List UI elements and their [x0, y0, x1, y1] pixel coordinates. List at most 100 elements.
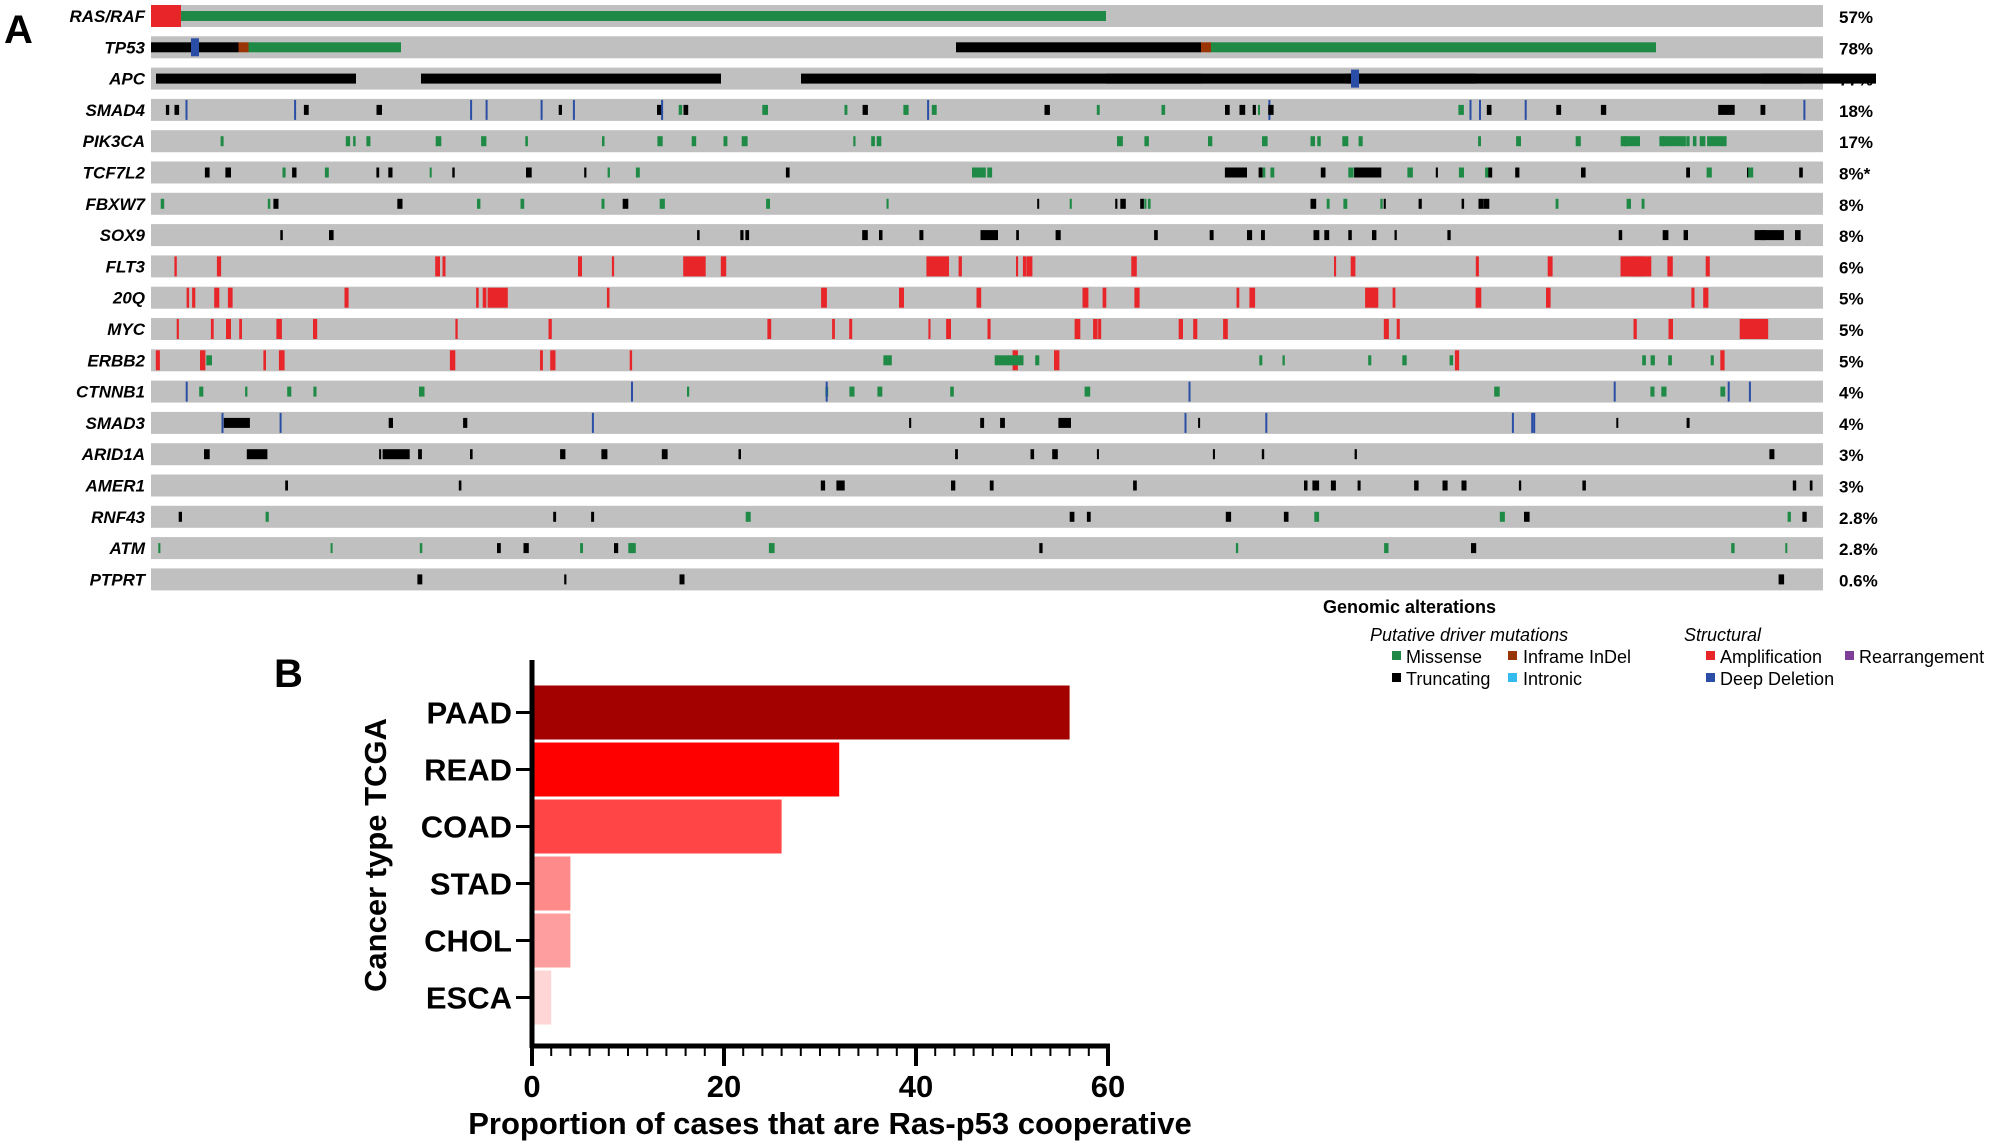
alteration-mark — [661, 449, 668, 460]
alteration-mark — [825, 381, 828, 402]
alteration-mark — [926, 256, 949, 277]
alteration-mark — [553, 511, 557, 522]
alteration-mark — [165, 104, 170, 115]
alteration-mark — [1235, 543, 1239, 554]
alteration-mark — [1016, 256, 1019, 277]
alteration-mark — [1372, 287, 1376, 308]
alteration-mark — [687, 386, 690, 397]
alteration-mark — [1516, 136, 1521, 147]
alteration-mark — [353, 136, 356, 147]
alteration-mark — [1201, 42, 1211, 53]
alteration-mark — [442, 256, 446, 277]
x-tick-label-20: 20 — [707, 1069, 741, 1104]
alteration-mark — [661, 99, 664, 120]
alteration-mark — [1748, 381, 1751, 402]
category-label-coad: COAD — [421, 810, 512, 845]
track-tcf7l2 — [151, 161, 1823, 184]
category-label-esca: ESCA — [426, 981, 512, 1016]
alteration-mark — [1394, 230, 1397, 241]
alteration-mark — [1668, 319, 1673, 339]
alteration-mark — [1511, 412, 1514, 433]
alteration-mark — [1252, 104, 1256, 115]
alteration-mark — [199, 386, 204, 397]
gene-pct-ctnnb1: 4% — [1839, 384, 1864, 403]
alteration-mark — [1650, 355, 1655, 366]
alteration-mark — [1212, 449, 1215, 460]
alteration-mark — [1662, 136, 1686, 147]
alteration-mark — [1115, 198, 1118, 209]
alteration-mark — [417, 574, 423, 585]
alteration-mark — [657, 136, 663, 147]
alteration-mark — [1475, 287, 1482, 308]
oncoprint: RAS/RAF57%TP5378%APC77%SMAD418%PIK3CA17%… — [69, 5, 1878, 591]
alteration-mark — [526, 167, 532, 178]
track-pik3ca — [151, 130, 1823, 153]
alteration-mark — [1418, 198, 1422, 209]
alteration-mark — [602, 136, 605, 147]
alteration-mark — [376, 167, 380, 178]
alteration-mark — [1547, 256, 1553, 277]
alteration-mark — [463, 417, 468, 428]
alteration-mark — [1326, 198, 1330, 209]
alteration-mark — [476, 287, 479, 308]
alteration-mark — [580, 543, 583, 554]
alteration-mark — [1268, 104, 1274, 115]
alteration-mark — [540, 350, 543, 371]
alteration-mark — [723, 136, 728, 147]
alteration-mark — [1731, 543, 1735, 554]
alteration-mark — [1000, 417, 1005, 428]
alteration-mark — [1161, 104, 1166, 115]
alteration-mark — [1154, 230, 1158, 241]
bar-stad — [532, 856, 571, 911]
alteration-mark — [1739, 319, 1767, 339]
alteration-mark — [1258, 104, 1260, 115]
alteration-mark — [520, 198, 525, 209]
alteration-mark — [458, 480, 462, 491]
panel-b-letter: B — [274, 652, 303, 696]
alteration-mark — [1641, 198, 1645, 209]
alteration-mark — [980, 417, 985, 428]
gene-pct-20q: 5% — [1839, 290, 1864, 309]
legend-label-amplification: Amplification — [1720, 647, 1822, 667]
alteration-mark — [1258, 167, 1263, 178]
alteration-mark — [614, 543, 619, 554]
gene-pct-sox9: 8% — [1839, 227, 1864, 246]
alteration-mark — [1479, 99, 1481, 120]
alteration-mark — [1454, 350, 1460, 371]
alteration-mark — [1803, 99, 1806, 120]
alteration-mark — [950, 386, 954, 397]
alteration-mark — [1442, 480, 1448, 491]
alteration-mark — [767, 319, 772, 339]
gene-pct-myc: 5% — [1839, 321, 1864, 340]
alteration-mark — [1313, 230, 1320, 241]
alteration-mark — [683, 256, 706, 277]
alteration-mark — [206, 355, 212, 366]
alteration-mark — [214, 287, 220, 308]
alteration-mark — [841, 480, 845, 491]
alteration-mark — [591, 412, 594, 433]
alteration-mark — [785, 167, 790, 178]
alteration-mark — [1785, 543, 1788, 554]
alteration-mark — [158, 543, 161, 554]
gene-label-amer1: AMER1 — [84, 477, 145, 496]
alteration-mark — [1705, 256, 1710, 277]
alteration-mark — [591, 511, 595, 522]
alteration-mark — [278, 350, 285, 371]
alteration-mark — [1030, 449, 1035, 460]
gene-label-fbxw7: FBXW7 — [86, 195, 147, 214]
alteration-mark — [1342, 136, 1349, 147]
y-axis-label: Cancer type TCGA — [358, 718, 393, 992]
track-myc — [151, 318, 1823, 340]
alteration-mark — [1074, 319, 1081, 339]
alteration-mark — [1402, 355, 1407, 366]
alteration-mark — [455, 319, 458, 339]
alteration-mark — [832, 319, 835, 339]
alteration-mark — [1620, 256, 1643, 277]
alteration-mark — [887, 355, 892, 366]
alteration-mark — [185, 99, 188, 120]
alteration-mark — [344, 287, 349, 308]
alteration-mark — [1458, 167, 1464, 178]
alteration-mark — [1133, 480, 1137, 491]
alteration-mark — [1720, 386, 1726, 397]
alteration-mark — [1691, 287, 1695, 308]
